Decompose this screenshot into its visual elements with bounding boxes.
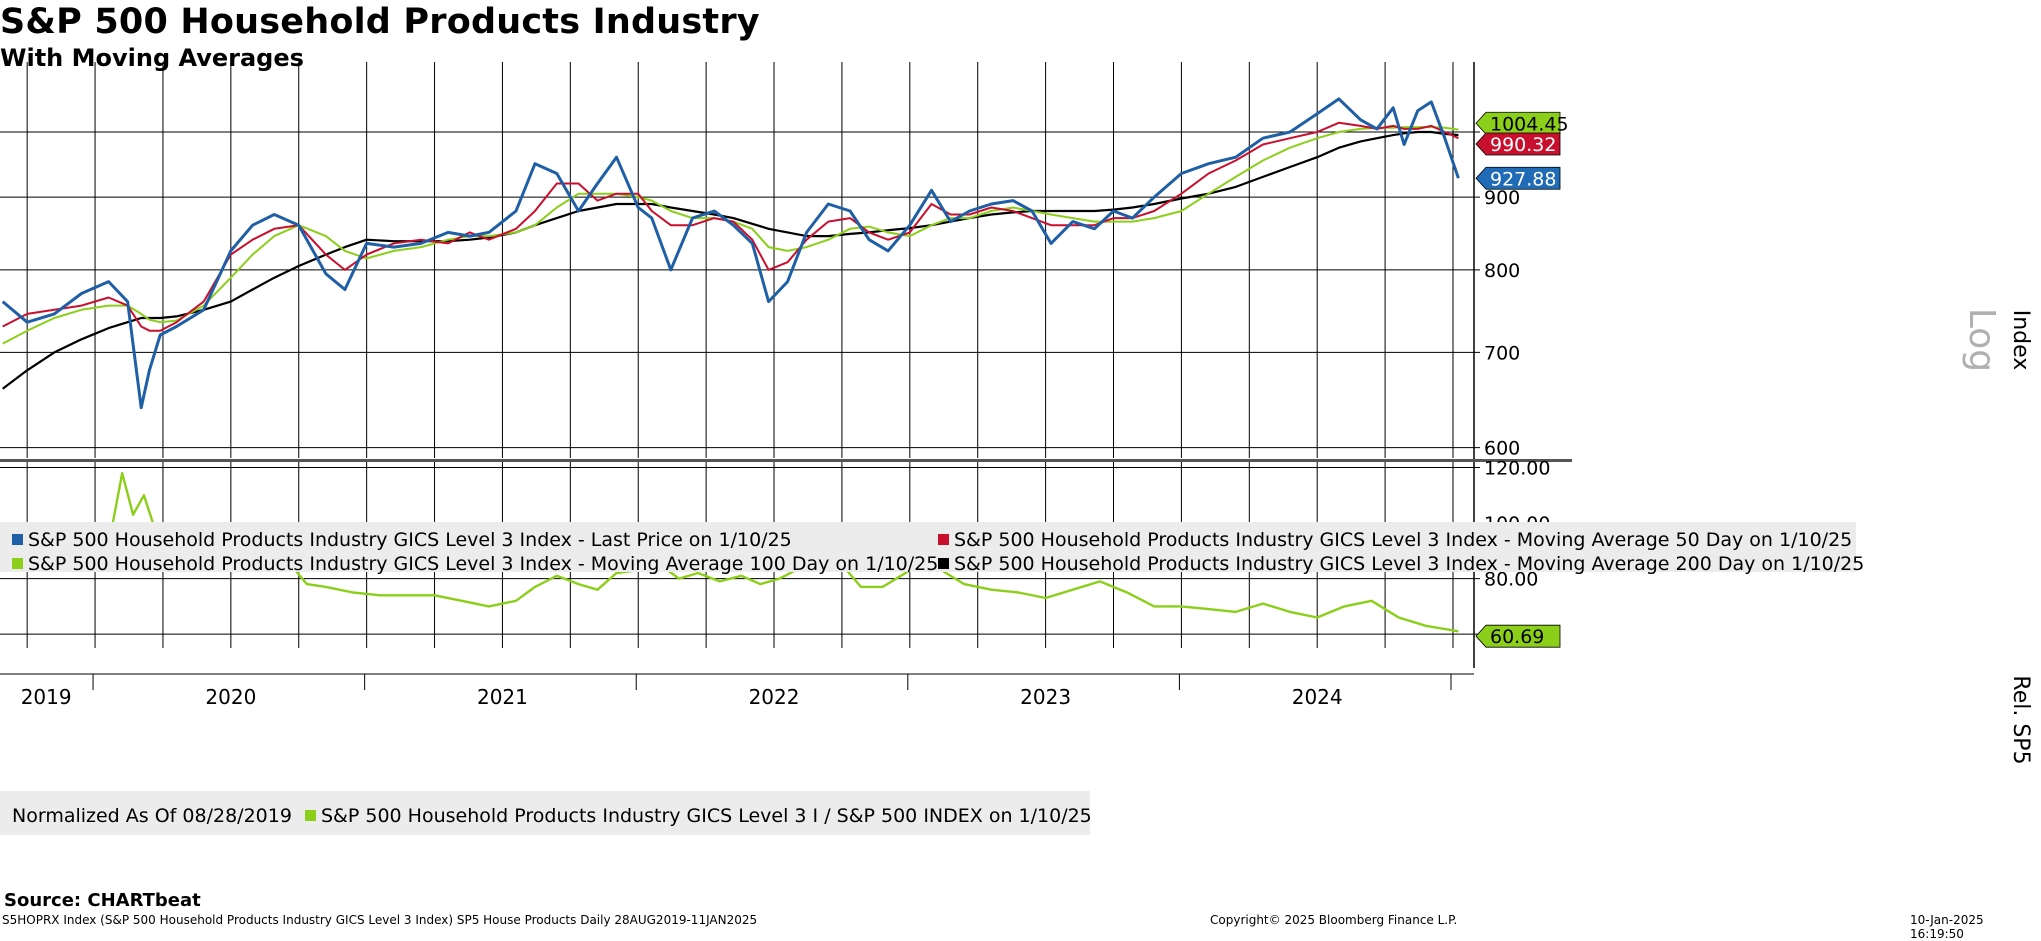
chart-subtitle: With Moving Averages (0, 44, 304, 72)
legend-swatch (305, 810, 316, 821)
series-line-ma50 (2, 121, 1459, 332)
value-label-relative-text: 60.69 (1490, 626, 1544, 648)
price-panel-grid (0, 62, 1480, 458)
value-label-relative: 60.69 (1475, 624, 1561, 648)
legend-swatch (12, 534, 23, 545)
axes: 60070080090080.00100.00120.00IndexLogRel… (0, 62, 2033, 765)
value-label-ma100-text: 1004.45 (1490, 113, 1569, 135)
source-note: Source: CHARTbeat (4, 890, 201, 911)
legend-label: S&P 500 Household Products Industry GICS… (28, 529, 792, 551)
x-year-label: 2024 (1292, 685, 1343, 709)
value-label-last-text: 927.88 (1490, 168, 1556, 190)
legend-swatch (938, 558, 949, 569)
value-label-last: 927.88 (1475, 166, 1561, 190)
price-y-tick-label: 900 (1484, 187, 1520, 209)
legend-label: S&P 500 Household Products Industry GICS… (321, 805, 1092, 827)
legends: S&P 500 Household Products Industry GICS… (0, 522, 1864, 835)
price-y-tick-label: 700 (1484, 342, 1520, 364)
relative-legend-bg (0, 791, 1090, 835)
x-year-label: 2021 (477, 685, 528, 709)
legend-label: S&P 500 Household Products Industry GICS… (954, 553, 1864, 575)
price-y-tick-label: 600 (1484, 438, 1520, 460)
value-label-ma50: 990.32 (1475, 132, 1561, 156)
price-panel-series (1, 97, 1460, 410)
value-label-ma50-box (1475, 132, 1561, 156)
value-label-ma100-box (1475, 111, 1561, 135)
legend-label: S&P 500 Household Products Industry GICS… (954, 529, 1852, 551)
footer-copyright: Copyright© 2025 Bloomberg Finance L.P. (1210, 913, 1458, 927)
footer-index-description: S5HOPRX Index (S&P 500 Household Product… (2, 913, 758, 927)
value-label-relative-box (1475, 624, 1561, 648)
x-year-label: 2023 (1020, 685, 1071, 709)
value-label-last-box (1475, 166, 1561, 190)
relative-legend-prefix: Normalized As Of 08/28/2019 (12, 805, 292, 827)
x-year-label: 2022 (749, 685, 800, 709)
rel-y-axis-title: Rel. SP5 (2008, 675, 2033, 764)
rel-y-tick-label: 120.00 (1484, 458, 1550, 480)
price-y-tick-label: 800 (1484, 260, 1520, 282)
value-label-ma100: 1004.45 (1475, 111, 1569, 135)
x-year-label: 2019 (21, 685, 72, 709)
rel-y-tick-label: 80.00 (1484, 569, 1538, 591)
panel-separator (0, 459, 1572, 462)
price-legend-bg (0, 522, 1856, 572)
log-scale-label: Log (1961, 308, 2002, 372)
value-label-ma50-text: 990.32 (1490, 134, 1556, 156)
series-line-ma100 (2, 126, 1459, 345)
chart-title: S&P 500 Household Products Industry (0, 2, 760, 42)
legend-label: S&P 500 Household Products Industry GICS… (28, 553, 938, 575)
legend-swatch (12, 558, 23, 569)
series-line-ma200 (2, 130, 1459, 390)
footer-timestamp: 10-Jan-2025 16:19:50 (1910, 913, 1984, 941)
x-year-label: 2020 (205, 685, 256, 709)
legend-swatch (938, 534, 949, 545)
price-y-axis-title: Index (2008, 310, 2033, 371)
series-line-last (1, 97, 1460, 410)
